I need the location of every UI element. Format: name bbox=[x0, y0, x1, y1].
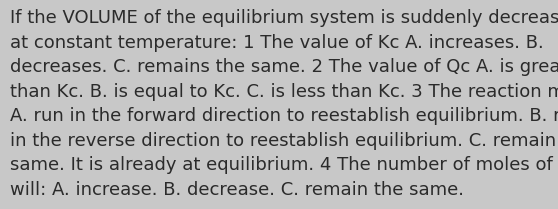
Text: will: A. increase. B. decrease. C. remain the same.: will: A. increase. B. decrease. C. remai… bbox=[10, 181, 464, 199]
Text: same. It is already at equilibrium. 4 The number of moles of Cl2: same. It is already at equilibrium. 4 Th… bbox=[10, 156, 558, 174]
Text: at constant temperature: 1 The value of Kc A. increases. B.: at constant temperature: 1 The value of … bbox=[10, 34, 544, 52]
Text: decreases. C. remains the same. 2 The value of Qc A. is greater: decreases. C. remains the same. 2 The va… bbox=[10, 58, 558, 76]
Text: A. run in the forward direction to reestablish equilibrium. B. run: A. run in the forward direction to reest… bbox=[10, 107, 558, 125]
Text: in the reverse direction to reestablish equilibrium. C. remain the: in the reverse direction to reestablish … bbox=[10, 132, 558, 150]
Text: If the VOLUME of the equilibrium system is suddenly decreased: If the VOLUME of the equilibrium system … bbox=[10, 9, 558, 27]
Text: than Kc. B. is equal to Kc. C. is less than Kc. 3 The reaction must:: than Kc. B. is equal to Kc. C. is less t… bbox=[10, 83, 558, 101]
